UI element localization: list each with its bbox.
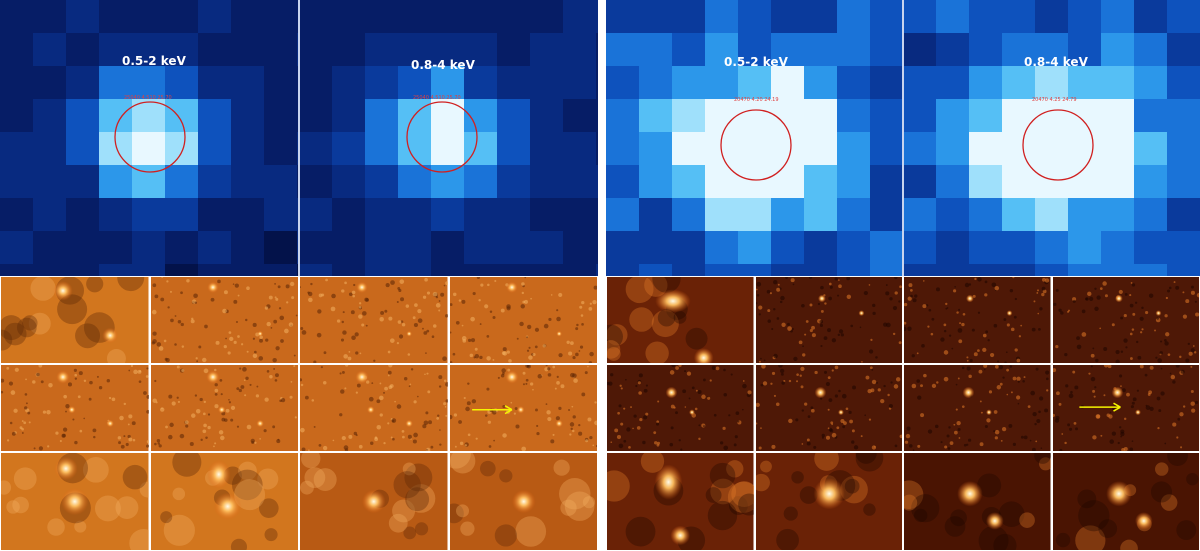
circle-annotation-soft: 20470 4.20 24.19	[734, 97, 779, 103]
source-blob	[504, 370, 519, 384]
image-stamp	[1051, 452, 1200, 551]
source-blob	[1114, 294, 1123, 303]
source-blob	[985, 512, 1004, 530]
image-stamp	[0, 364, 150, 452]
circle-annotation-soft: 25040 4.510 25.70	[124, 95, 172, 101]
image-stamp	[903, 452, 1052, 551]
xray-panel	[0, 0, 331, 276]
image-stamp	[606, 364, 755, 452]
source-blob	[555, 330, 562, 337]
image-stamp	[754, 364, 903, 452]
image-stamp	[754, 276, 903, 364]
source-blob	[505, 281, 518, 294]
source-blob	[356, 281, 368, 294]
image-stamp	[448, 452, 598, 551]
xray-panel	[606, 0, 904, 276]
arrow-head-icon	[504, 405, 512, 415]
image-stamp	[903, 364, 1052, 452]
source-blob	[693, 348, 714, 363]
source-blob	[817, 294, 826, 303]
source-blob	[256, 330, 263, 337]
source-blob	[1155, 310, 1161, 317]
source-blob	[516, 405, 525, 414]
image-stamp	[0, 452, 150, 551]
source-blob	[206, 281, 219, 294]
image-stamp	[0, 276, 150, 364]
source-blob	[1105, 481, 1132, 507]
xray-heatmap	[606, 0, 1200, 276]
source-blob	[670, 525, 691, 546]
image-stamp	[1051, 276, 1200, 364]
extraction-circle	[406, 101, 478, 173]
circle-annotation-hard: 20470 4.25 24.79	[1032, 97, 1077, 103]
source-blob	[206, 459, 231, 490]
image-stamp	[606, 276, 755, 364]
band-label-hard: 0.8-4 keV	[1024, 55, 1088, 69]
xray-image-pair: 0.5-2 keV 0.8-4 keV 20470 4.20 24.19 204…	[606, 0, 1200, 276]
source-blob	[965, 294, 974, 303]
source-blob	[102, 327, 119, 344]
band-label-hard: 0.8-4 keV	[411, 58, 475, 72]
source-blob	[53, 280, 73, 301]
xray-image-pair: 0.5-2 keV 0.8-4 keV 25040 4.510 25.70 25…	[0, 0, 598, 276]
source-blob	[858, 310, 864, 317]
xray-panel	[299, 0, 598, 276]
xray-heatmap	[0, 0, 598, 276]
source-blob	[54, 456, 78, 481]
source-blob	[655, 289, 691, 313]
image-stamp	[149, 364, 299, 452]
source-blob	[56, 370, 70, 384]
source-blob	[255, 419, 264, 428]
image-stamp	[149, 452, 299, 551]
source-blob	[689, 409, 695, 416]
source-blob	[355, 370, 369, 384]
extraction-circle	[720, 109, 792, 181]
image-stamp	[149, 276, 299, 364]
source-blob	[60, 487, 89, 516]
image-stamp	[606, 452, 755, 551]
source-blob	[654, 464, 683, 500]
xray-panel	[903, 0, 1200, 276]
extraction-circle	[1022, 109, 1094, 181]
source-blob	[1006, 310, 1013, 317]
source-blob	[837, 409, 844, 416]
source-blob	[814, 386, 826, 399]
source-blob	[366, 405, 375, 414]
source-blob	[1134, 512, 1153, 530]
image-stamp	[299, 364, 449, 452]
source-blob	[406, 330, 413, 337]
image-stamp	[448, 364, 598, 452]
band-label-soft: 0.5-2 keV	[122, 54, 186, 68]
source-blob	[361, 489, 386, 514]
arrow-head-icon	[1112, 402, 1121, 412]
source-blob	[813, 478, 845, 510]
source-blob	[213, 492, 241, 521]
image-stamp	[1051, 364, 1200, 452]
source-blob	[217, 405, 226, 414]
source-blob	[511, 489, 536, 514]
image-stamp	[448, 276, 598, 364]
source-blob	[67, 405, 76, 414]
source-blob	[957, 481, 983, 507]
source-blob	[1111, 386, 1123, 399]
source-blob	[665, 386, 678, 399]
circle-annotation-hard: 25040 4.510 25.70	[413, 95, 461, 101]
image-stamp	[299, 276, 449, 364]
source-blob	[1134, 409, 1141, 416]
source-blob	[405, 419, 414, 428]
source-blob	[986, 409, 992, 416]
source-blob	[962, 386, 975, 399]
source-2-figure: 0.5-2 keV 0.8-4 keV 20470 4.20 24.19 204…	[606, 0, 1200, 551]
source-blob	[205, 370, 220, 384]
image-stamp	[903, 276, 1052, 364]
image-stamp	[754, 452, 903, 551]
source-1-figure: 0.5-2 keV 0.8-4 keV 25040 4.510 25.70 25…	[0, 0, 598, 551]
band-label-soft: 0.5-2 keV	[724, 55, 788, 69]
extraction-circle	[114, 101, 186, 173]
source-blob	[106, 419, 115, 428]
image-stamp	[299, 452, 449, 551]
source-blob	[554, 419, 563, 428]
